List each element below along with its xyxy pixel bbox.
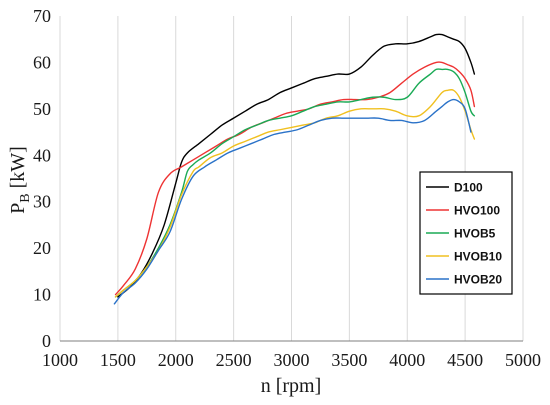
series-line-d100 — [117, 33, 476, 298]
y-tick-label-7: 70 — [33, 6, 51, 26]
x-tick-label-8: 5000 — [505, 350, 541, 370]
y-tick-label-2: 20 — [33, 238, 51, 258]
x-tick-label-7: 4500 — [447, 350, 483, 370]
series-layer — [113, 33, 476, 305]
x-tick-label-0: 1000 — [42, 350, 78, 370]
series-line-hvob20 — [113, 98, 472, 305]
legend-label-hvob20: HVOB20 — [454, 273, 502, 287]
legend-label-hvo100: HVO100 — [454, 204, 500, 218]
x-tick-label-6: 4000 — [389, 350, 425, 370]
grid-lines — [59, 16, 524, 341]
y-tick-label-5: 50 — [33, 99, 51, 119]
y-tick-label-3: 30 — [33, 192, 51, 212]
x-tick-label-2: 2000 — [158, 350, 194, 370]
y-tick-label-1: 10 — [33, 285, 51, 305]
x-axis-title: n [rpm] — [261, 375, 322, 397]
y-axis-title-unit: [kW] — [7, 146, 29, 193]
y-tick-label-6: 60 — [33, 52, 51, 72]
legend-label-hvob5: HVOB5 — [454, 227, 496, 241]
legend-label-hvob10: HVOB10 — [454, 250, 502, 264]
legend-label-d100: D100 — [454, 181, 483, 195]
x-tick-label-1: 1500 — [100, 350, 136, 370]
y-axis-title-subscript: B — [18, 193, 33, 202]
x-tick-label-5: 3500 — [331, 350, 367, 370]
y-axis-title: PB [kW] — [7, 146, 33, 214]
y-tick-labels: 0 10 20 30 40 50 60 70 — [33, 6, 51, 351]
x-tick-label-4: 3000 — [274, 350, 310, 370]
x-tick-label-3: 2500 — [216, 350, 252, 370]
y-axis-title-main: P — [7, 203, 29, 214]
series-line-hvob10 — [114, 88, 476, 298]
series-line-hvob5 — [114, 68, 476, 298]
x-tick-labels: 1000 1500 2000 2500 3000 3500 4000 4500 5000 — [42, 350, 541, 370]
legend: D100 HVO100 HVOB5 HVOB10 HVOB20 — [419, 171, 513, 295]
y-tick-label-0: 0 — [42, 331, 51, 351]
y-tick-label-4: 40 — [33, 145, 51, 165]
